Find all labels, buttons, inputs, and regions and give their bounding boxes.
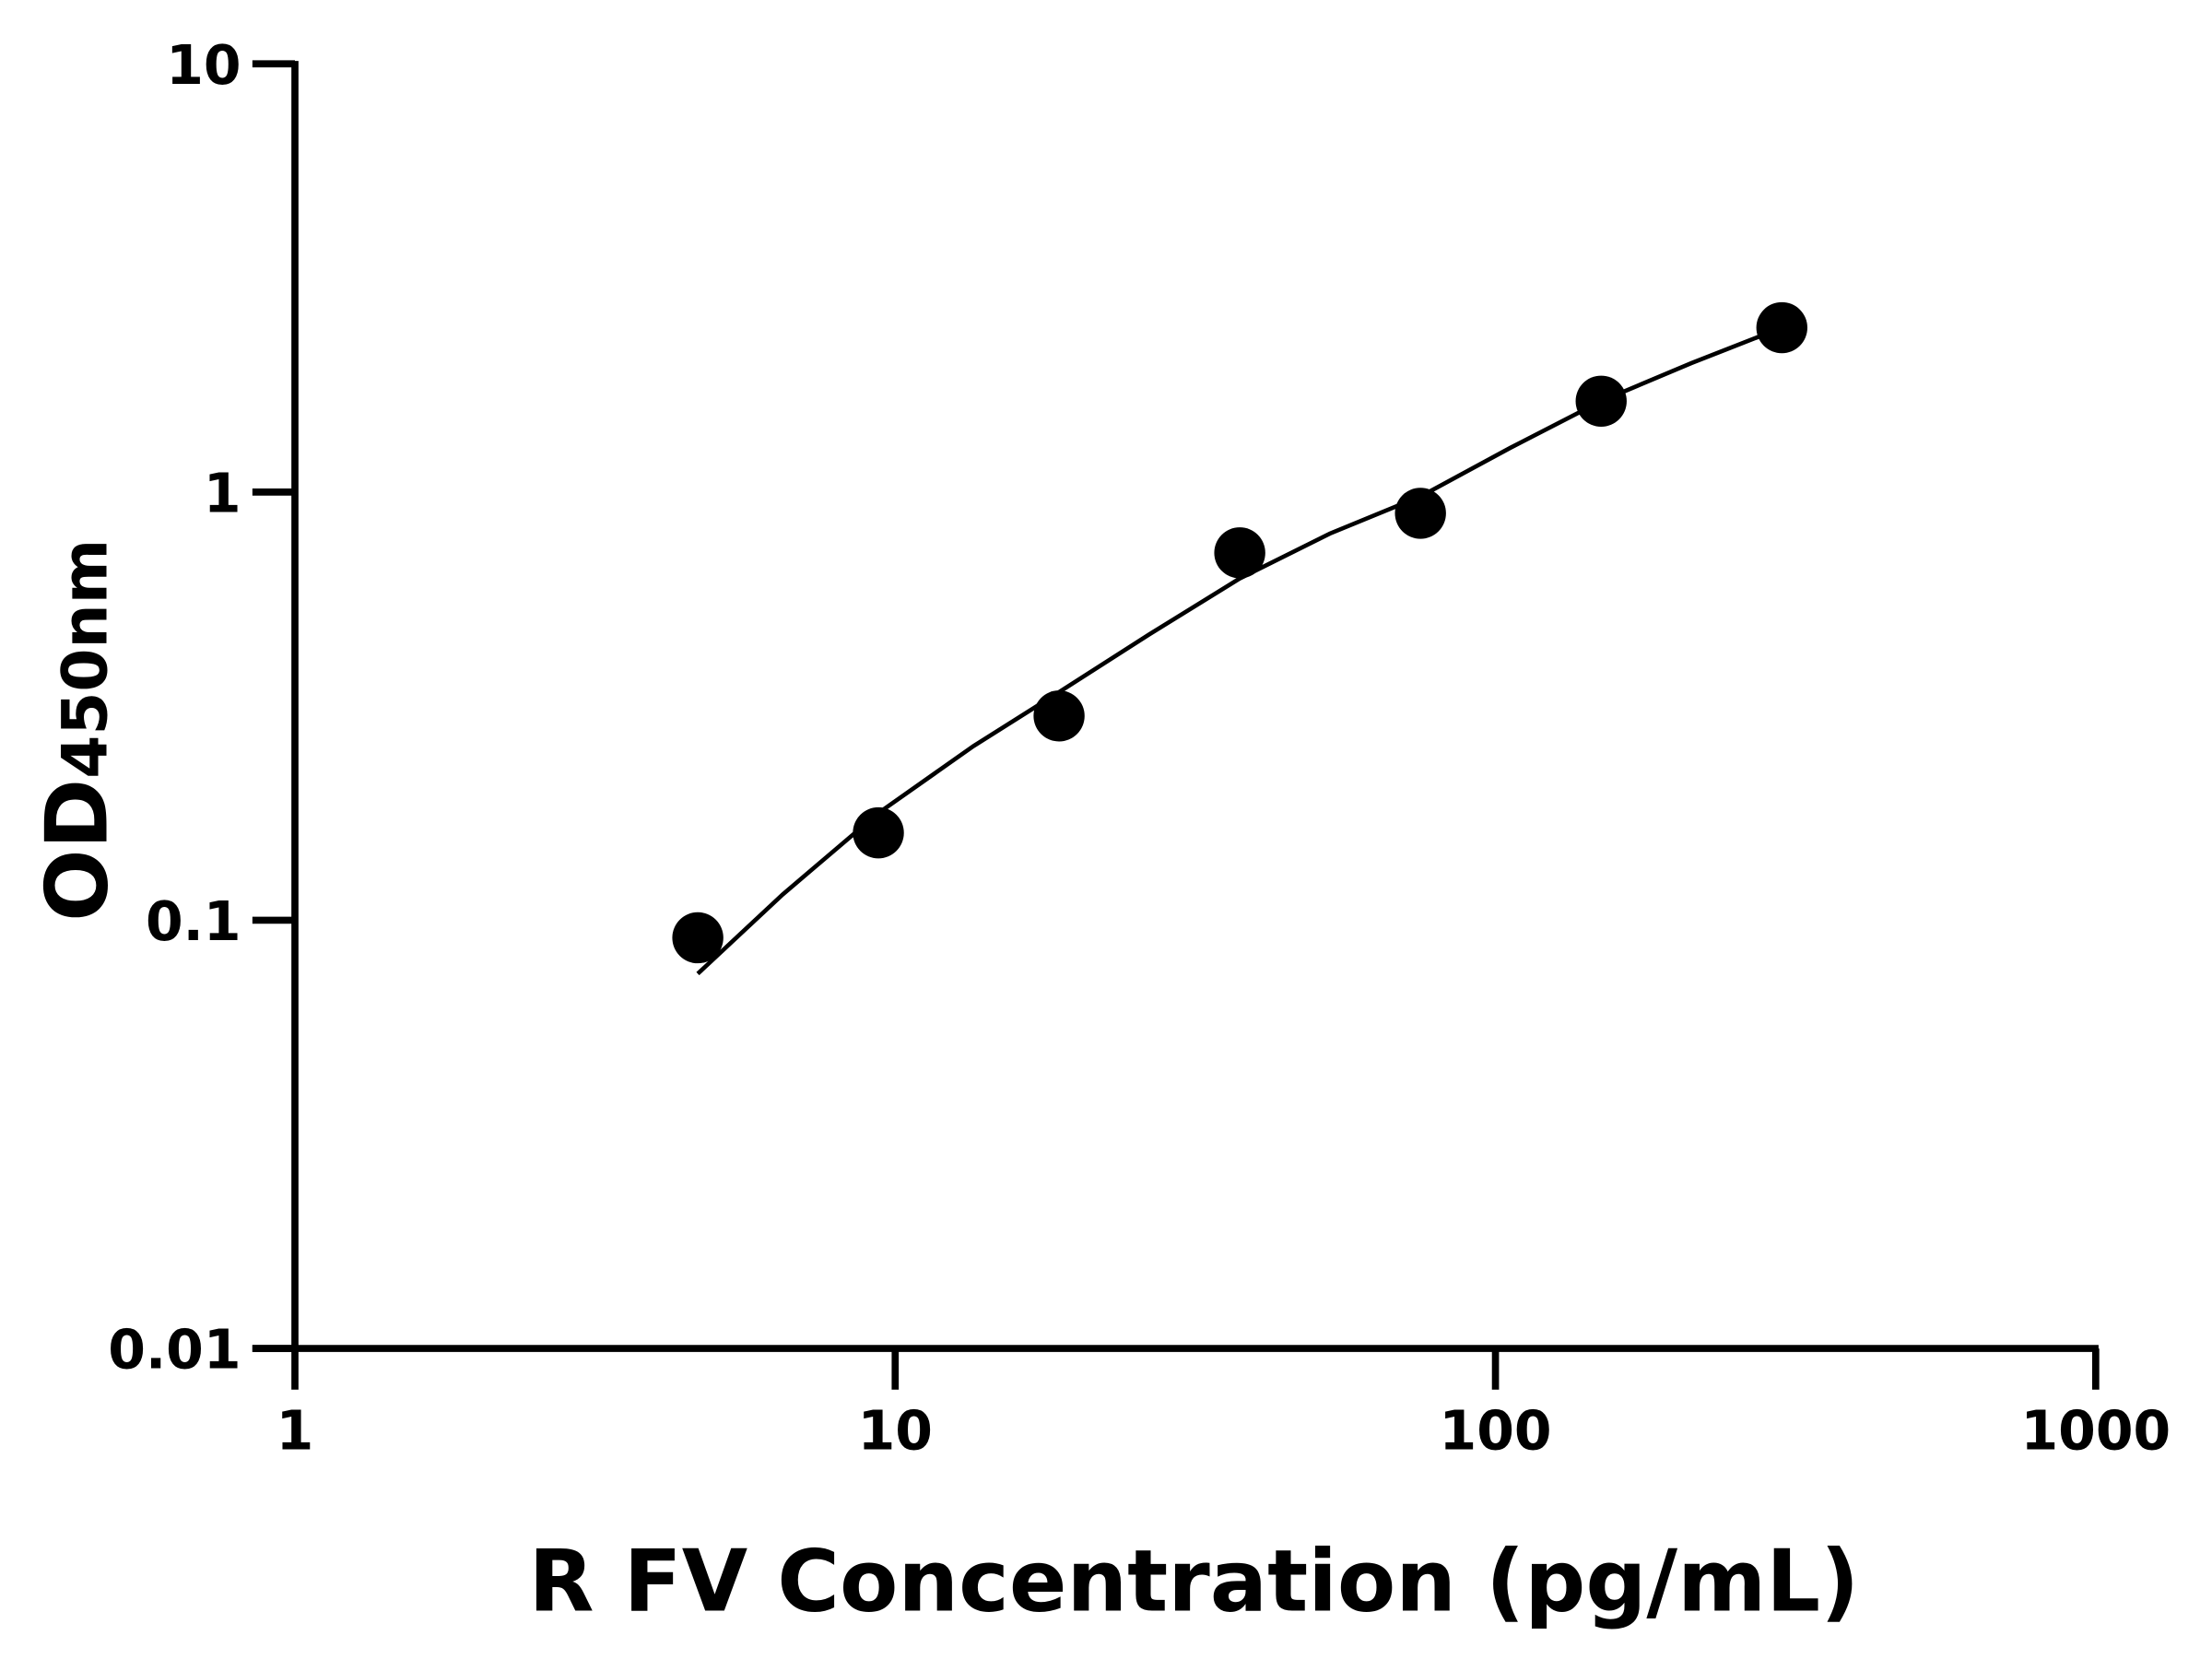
- x-axis-label: R FV Concentration (pg/mL): [528, 1532, 1859, 1631]
- y-tick-label: 0.01: [108, 1319, 241, 1382]
- x-tick-label: 100: [1440, 1399, 1552, 1462]
- data-point: [1394, 488, 1446, 539]
- y-tick-label: 10: [166, 34, 241, 97]
- x-tick-label: 1000: [2021, 1399, 2171, 1462]
- y-axis-label-sub: 450nm: [48, 539, 121, 779]
- fit-curve: [696, 325, 1783, 976]
- y-axis-label: OD450nm: [27, 539, 126, 922]
- x-tick-label: 1: [276, 1399, 314, 1462]
- data-point: [1575, 375, 1627, 427]
- data-point: [672, 912, 724, 964]
- data-point: [1214, 527, 1265, 579]
- y-tick-label: 0.1: [146, 890, 241, 953]
- y-axis-label-main: OD: [27, 779, 126, 922]
- x-tick-label: 10: [858, 1399, 933, 1462]
- y-tick-label: 1: [204, 462, 241, 524]
- axes: [252, 61, 2099, 1352]
- data-point: [1033, 690, 1085, 742]
- data-point: [1756, 301, 1807, 354]
- svg-text:OD450nm: OD450nm: [27, 539, 126, 922]
- data-point: [853, 806, 904, 859]
